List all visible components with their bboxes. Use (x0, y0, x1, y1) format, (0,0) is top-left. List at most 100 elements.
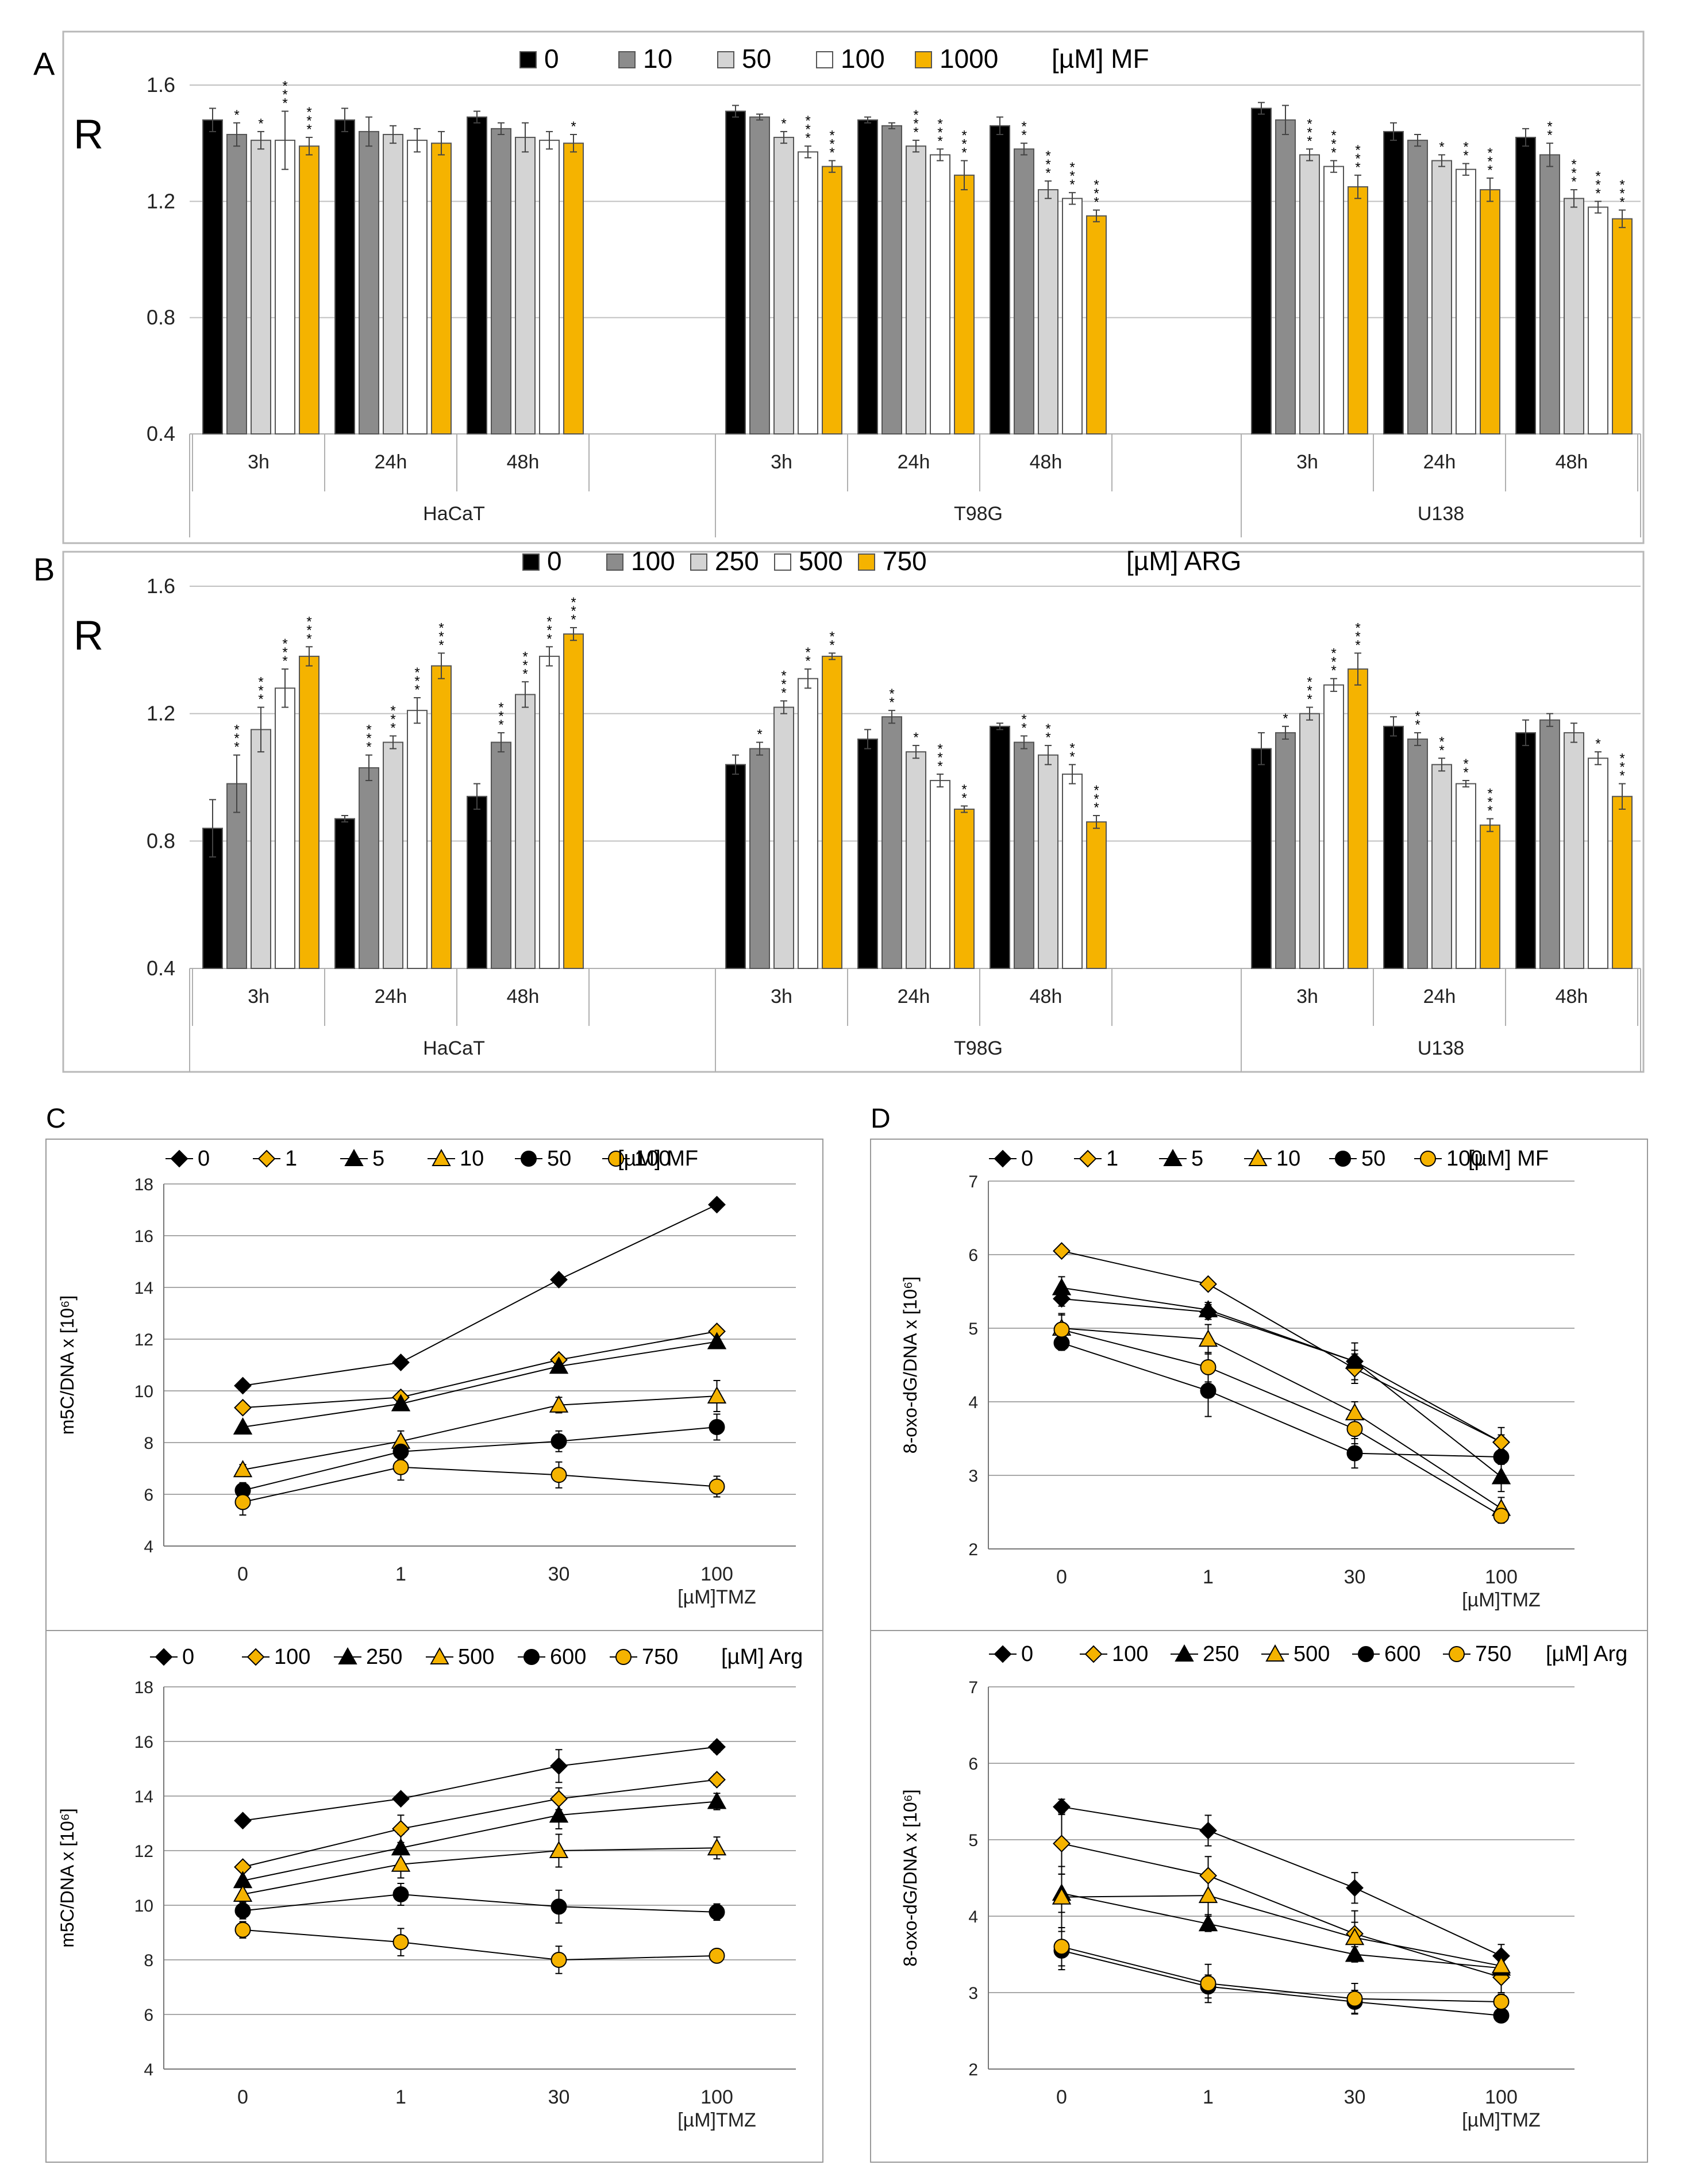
marker-triangle (707, 1332, 727, 1349)
marker-triangle (432, 1148, 451, 1166)
bar (1456, 783, 1476, 970)
legend-label: 10 (1276, 1147, 1300, 1171)
marker-diamond (392, 1790, 410, 1808)
significance-mark: * (1595, 168, 1600, 184)
significance-mark: * (805, 130, 810, 146)
marker-triangle (233, 1417, 253, 1435)
legend-label: 0 (547, 546, 562, 576)
significance-mark: * (913, 107, 918, 123)
y-tick-label: 6 (968, 1246, 978, 1265)
marker-circle (1346, 1990, 1363, 2007)
significance-mark: * (366, 740, 371, 755)
series-line (1061, 1893, 1502, 1969)
significance-mark: * (1069, 160, 1075, 175)
legend-label: 1 (285, 1147, 297, 1171)
bar (539, 140, 560, 435)
legend-swatch (816, 51, 833, 68)
bar (491, 128, 511, 435)
significance-mark: * (805, 645, 810, 660)
bar (857, 119, 878, 435)
x-tick-label: 100 (1485, 1566, 1518, 1588)
bar (881, 716, 902, 970)
series-line (1061, 1250, 1502, 1443)
time-tick-label: 3h (248, 451, 270, 473)
chart-frame (45, 1630, 823, 2163)
significance-mark: * (258, 692, 263, 708)
significance-mark: * (438, 620, 444, 636)
significance-mark: * (1283, 711, 1288, 726)
series-line (1061, 1287, 1502, 1478)
significance-mark: * (1307, 116, 1312, 132)
marker-circle (1449, 1646, 1465, 1662)
marker-triangle (391, 1394, 411, 1412)
marker-triangle (707, 1386, 727, 1404)
marker-circle (1200, 1975, 1217, 1992)
significance-mark: * (258, 683, 263, 699)
significance-mark: * (1307, 683, 1312, 699)
legend-label: 100 (841, 44, 885, 74)
legend-label: 50 (1361, 1147, 1385, 1171)
bar (749, 748, 770, 969)
bar (1588, 758, 1608, 969)
significance-mark: * (1307, 133, 1312, 149)
y-tick-label: 1.2 (147, 189, 175, 213)
marker-diamond (1199, 1867, 1217, 1885)
significance-mark: * (1021, 712, 1026, 727)
marker-triangle (707, 1791, 727, 1809)
bar (798, 151, 818, 435)
bar (1038, 754, 1058, 970)
bar (857, 739, 878, 969)
legend-swatch (519, 51, 537, 68)
bar (954, 174, 975, 435)
significance-mark: * (1094, 791, 1099, 807)
bar (1299, 154, 1320, 435)
significance-mark: * (961, 790, 967, 806)
marker-circle (550, 1467, 567, 1483)
significance-mark: * (937, 750, 942, 766)
bar (359, 767, 379, 969)
y-tick-label: 18 (134, 1678, 153, 1697)
time-tick-label: 3h (1296, 986, 1318, 1008)
marker-circle (709, 1478, 725, 1495)
series-line (242, 1779, 717, 1868)
legend-label: 600 (1384, 1642, 1420, 1666)
series-line (1061, 1946, 1502, 2002)
marker-diamond (1199, 1821, 1217, 1840)
y-tick-label: 3 (968, 1467, 978, 1486)
significance-mark: * (961, 145, 967, 161)
legend-label: 750 (1475, 1642, 1511, 1666)
legend-label: 500 (799, 546, 843, 576)
y-axis-label: R (74, 111, 103, 157)
y-tick-label: 0.4 (147, 956, 175, 980)
significance-mark: * (498, 717, 503, 733)
marker-diamond (155, 1648, 173, 1666)
significance-mark: * (1355, 160, 1360, 175)
time-tick-label: 24h (898, 986, 930, 1008)
series-line (242, 1466, 717, 1503)
x-tick-label: 100 (700, 2086, 733, 2108)
significance-mark: * (961, 128, 967, 144)
marker-circle (1493, 1449, 1510, 1465)
significance-mark: * (234, 107, 239, 123)
y-tick-label: 5 (968, 1831, 978, 1850)
significance-mark: * (571, 603, 576, 619)
bar (1539, 719, 1560, 969)
significance-mark: * (306, 631, 311, 647)
significance-mark: * (937, 116, 942, 132)
y-tick-label: 4 (968, 1393, 978, 1412)
bar (407, 710, 428, 969)
significance-mark: * (1487, 163, 1492, 178)
series-line (242, 1929, 717, 1961)
significance-mark: * (282, 87, 287, 103)
marker-triangle (1345, 1928, 1365, 1945)
marker-circle (234, 1921, 251, 1938)
bar (1086, 821, 1107, 970)
chart-frame (62, 551, 1645, 1073)
significance-mark: * (805, 122, 810, 137)
significance-mark: * (829, 137, 834, 152)
chart-b-bar-arg: 0.4 0.8 1.2 1.6 R 3h 24h 48h HaCaT 3h 24h 48h T98G 3h… (62, 546, 1645, 1073)
marker-circle (1335, 1151, 1351, 1167)
significance-mark: * (1595, 186, 1600, 201)
bar (881, 125, 902, 435)
y-tick-label: 6 (144, 1486, 153, 1505)
